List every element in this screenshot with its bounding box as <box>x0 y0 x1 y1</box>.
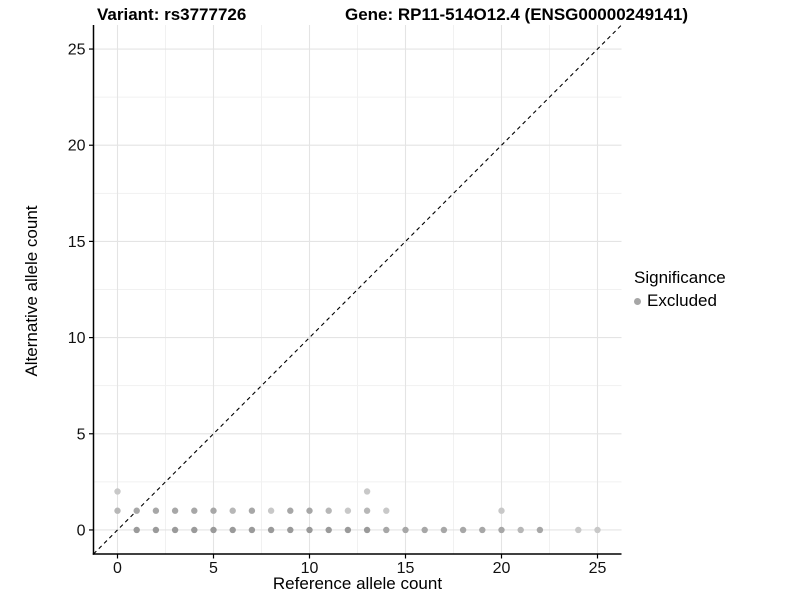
y-tick-label: 0 <box>77 522 86 539</box>
data-point <box>152 507 160 514</box>
data-point <box>325 526 332 534</box>
data-point <box>306 507 313 514</box>
legend: Significance Excluded <box>634 268 726 311</box>
data-point <box>575 526 582 534</box>
data-point <box>363 488 371 495</box>
excluded-point-icon <box>634 297 641 305</box>
data-point <box>517 526 524 534</box>
identity-dashed-line <box>93 24 622 555</box>
data-point <box>287 507 294 514</box>
data-point <box>171 507 179 514</box>
data-point <box>479 526 486 534</box>
data-point <box>498 526 505 534</box>
x-tick-label: 10 <box>301 560 319 577</box>
data-point <box>248 526 256 534</box>
data-point <box>594 526 601 534</box>
data-point <box>440 526 448 534</box>
x-tick-label: 0 <box>113 560 122 577</box>
y-tick-label: 5 <box>77 426 86 443</box>
data-point <box>459 526 467 534</box>
data-point <box>344 526 352 534</box>
y-tick-label: 15 <box>68 234 86 251</box>
data-point <box>363 507 371 514</box>
data-point <box>191 507 198 514</box>
data-point <box>325 507 332 514</box>
data-point <box>363 526 371 534</box>
data-point <box>229 526 236 534</box>
data-point <box>114 488 121 495</box>
data-point <box>210 526 217 534</box>
y-tick-label: 25 <box>68 42 86 59</box>
data-point <box>191 526 198 534</box>
data-point <box>344 507 352 514</box>
y-tick-label: 20 <box>68 138 86 155</box>
data-point <box>152 526 160 534</box>
data-point <box>498 507 505 514</box>
variant-title: Variant: rs3777726 <box>97 5 247 24</box>
data-point <box>287 526 294 534</box>
x-tick-label: 25 <box>589 560 607 577</box>
data-point <box>383 507 390 514</box>
data-point <box>267 507 275 514</box>
data-point <box>536 526 544 534</box>
y-tick-label: 10 <box>68 330 86 347</box>
data-point <box>248 507 256 514</box>
x-tick-label: 20 <box>493 560 511 577</box>
data-point <box>306 526 313 534</box>
data-point <box>421 526 428 534</box>
data-point <box>383 526 390 534</box>
data-point <box>114 507 121 514</box>
legend-item-label: Excluded <box>647 291 717 310</box>
data-point <box>267 526 275 534</box>
data-point <box>133 526 140 534</box>
x-tick-label: 15 <box>397 560 415 577</box>
data-point <box>402 526 409 534</box>
legend-title: Significance <box>634 268 726 287</box>
legend-item-excluded: Excluded <box>634 291 726 311</box>
data-point <box>171 526 179 534</box>
data-point <box>133 507 140 514</box>
x-tick-label: 5 <box>209 560 218 577</box>
x-axis-title: Reference allele count <box>272 574 443 593</box>
gene-title: Gene: RP11-514O12.4 (ENSG00000249141) <box>345 5 689 24</box>
data-point <box>229 507 236 514</box>
y-axis-title: Alternative allele count <box>22 205 41 377</box>
data-point <box>210 507 217 514</box>
